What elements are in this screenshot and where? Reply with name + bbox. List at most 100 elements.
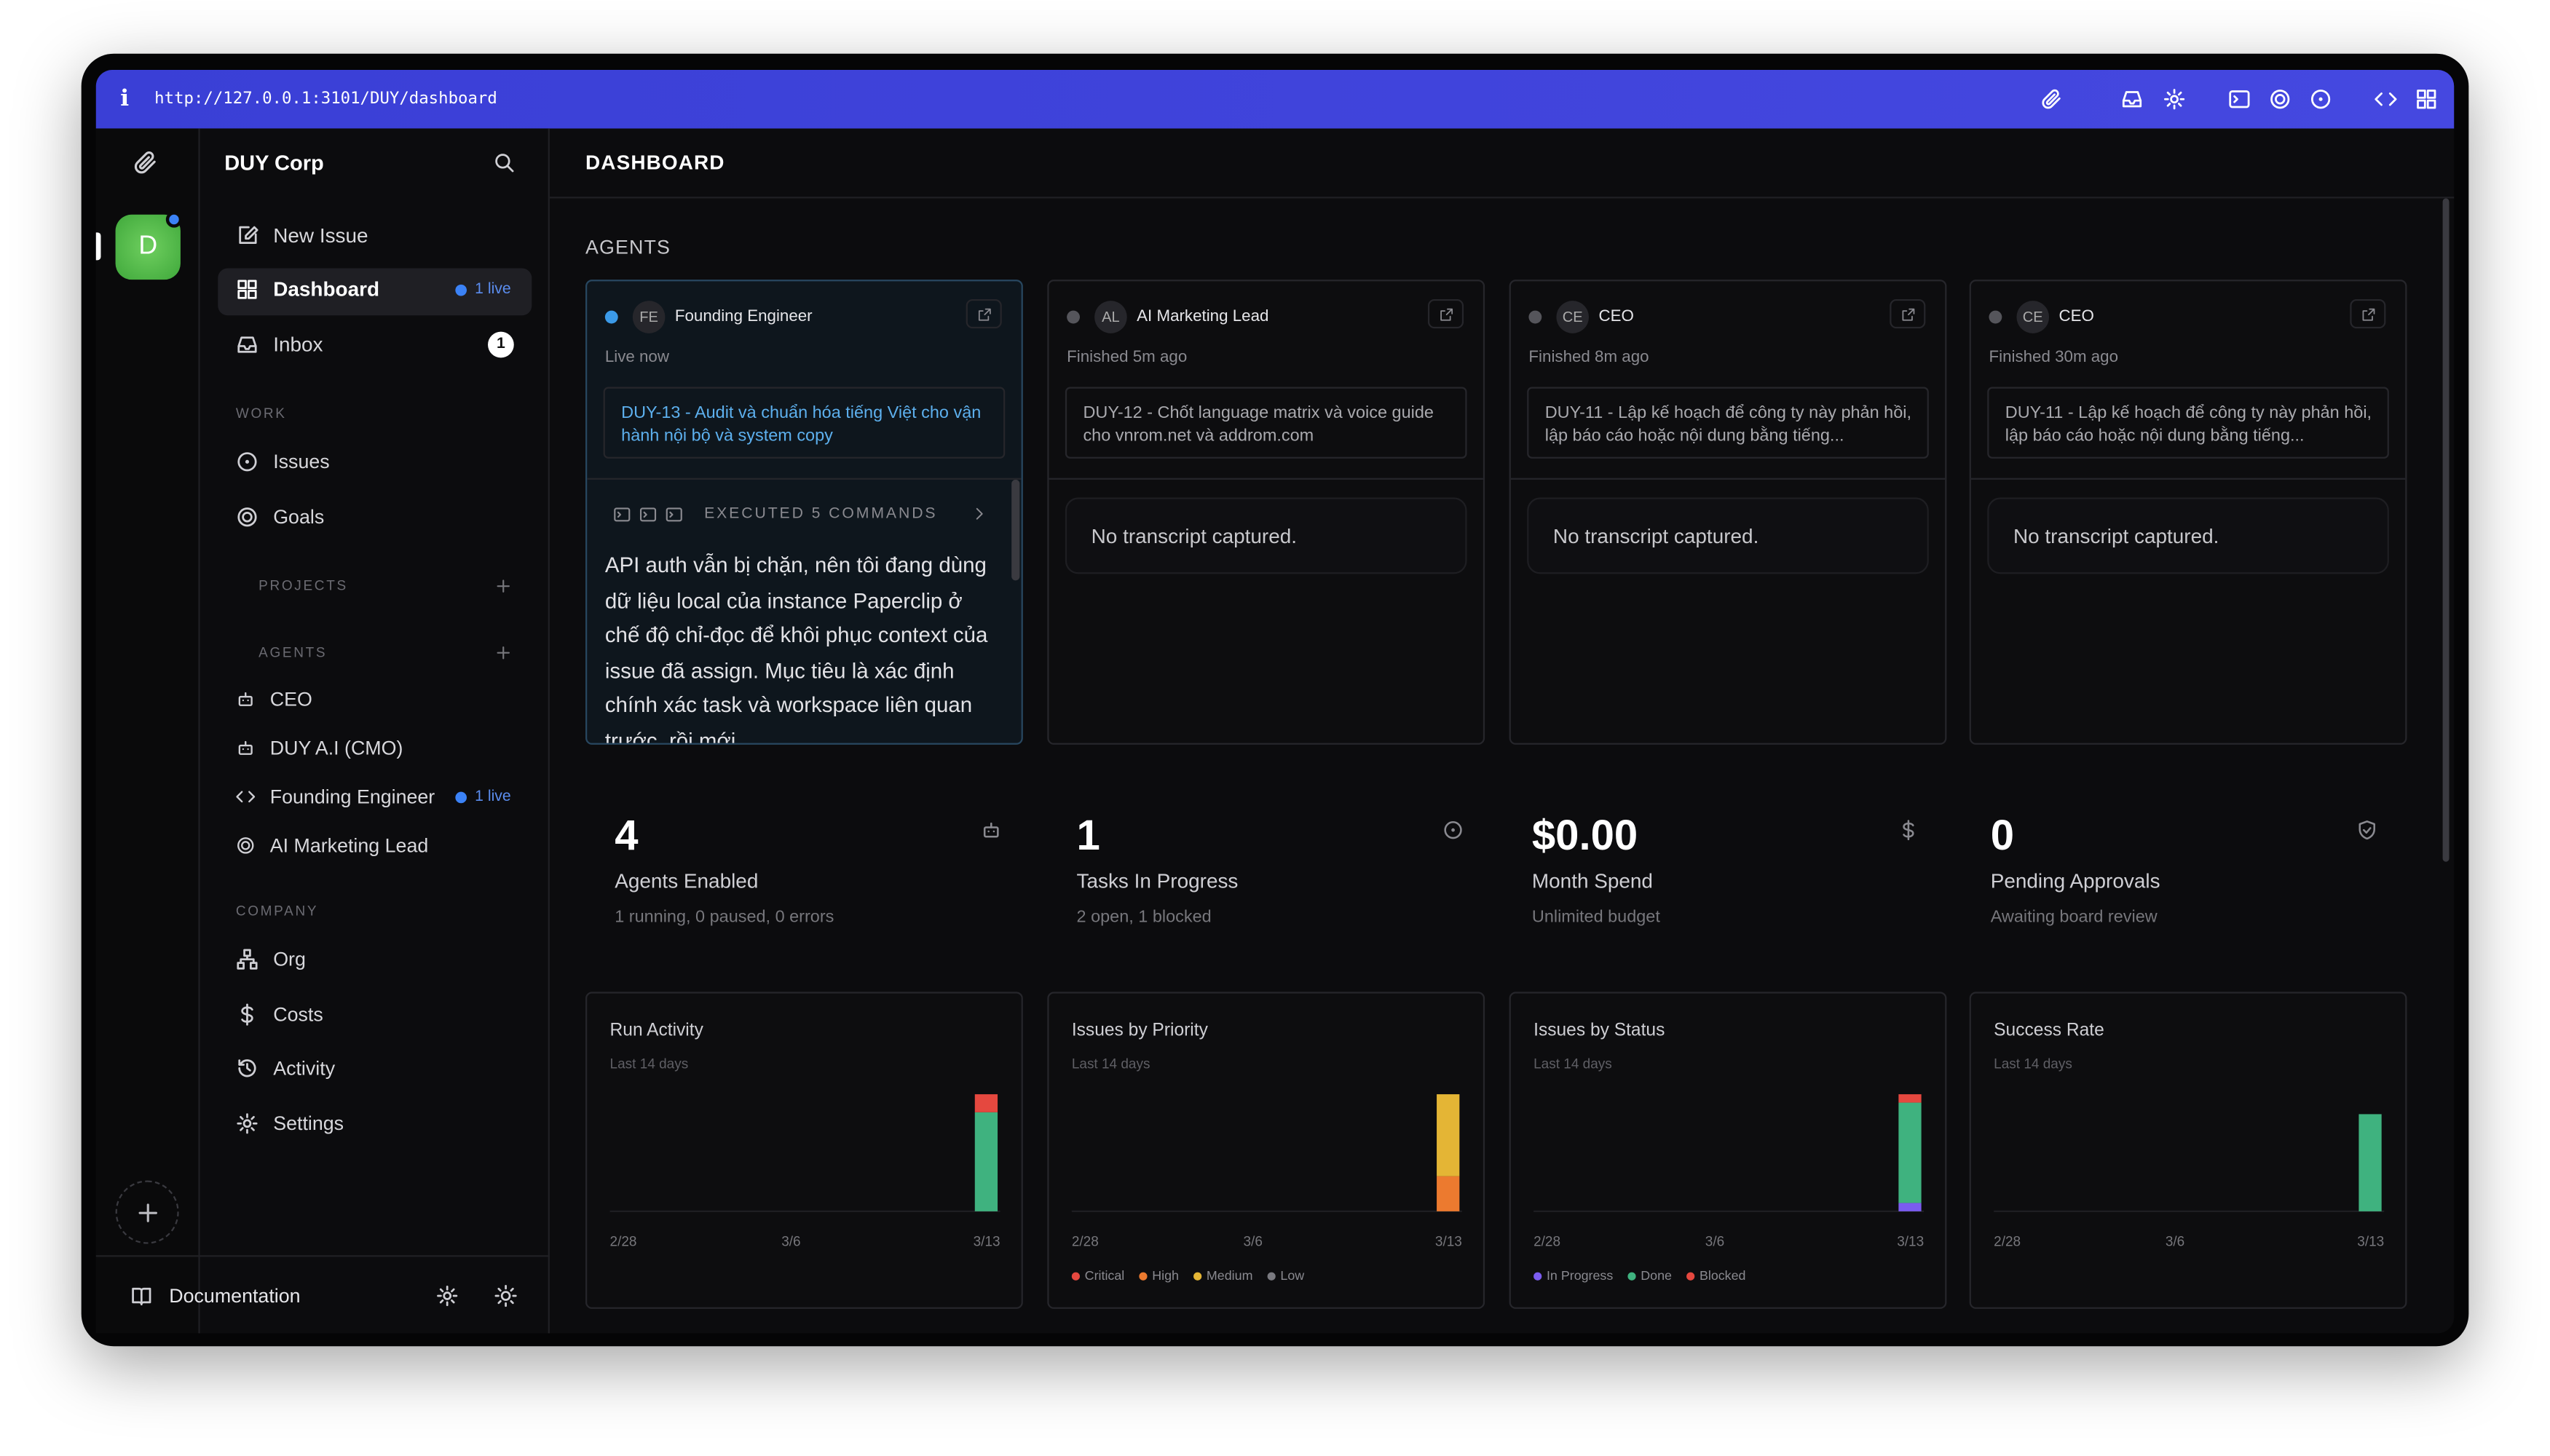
docs-icon[interactable] (130, 1284, 153, 1307)
settings-button-part (437, 1285, 458, 1307)
add-company-icon[interactable] (134, 1199, 160, 1225)
chart-title: Issues by Status (1533, 1021, 1665, 1041)
add-company[interactable] (115, 1180, 179, 1244)
nav-item[interactable]: Issues (273, 450, 330, 473)
open-button[interactable] (2350, 298, 2386, 329)
x-tick-label: 2/28 (1072, 1234, 1099, 1249)
nav-icon-part (237, 280, 247, 289)
legend-swatch (1533, 1272, 1542, 1281)
chart-subtitle: Last 14 days (1071, 1055, 1150, 1072)
agent-card[interactable]: CE CEO Finished 30m ago DUY-11 - Lập kế hoạ… (1969, 280, 2407, 745)
stat-value: $0.00 (1531, 810, 1638, 860)
nav-item[interactable]: Org (273, 948, 306, 971)
chart-card: Issues by Priority Last 14 days 2/28 3/6 3/1… (1047, 992, 1485, 1309)
theme-toggle[interactable] (494, 1284, 517, 1307)
agent-icon[interactable] (236, 787, 256, 807)
agent-link[interactable]: CEO (269, 687, 312, 711)
url[interactable]: http://127.0.0.1:3101/DUY/dashboard (154, 90, 497, 108)
agent-link[interactable]: DUY A.I (CMO) (269, 736, 403, 760)
toolbar-icon[interactable] (2163, 88, 2185, 111)
nav-icon[interactable] (236, 333, 258, 356)
toolbar-icon[interactable] (2228, 88, 2251, 111)
docs-link[interactable]: Documentation (169, 1284, 301, 1307)
agent-status: Finished 30m ago (1989, 349, 2119, 367)
nav-icon[interactable] (236, 1003, 258, 1026)
agent-card[interactable]: FE Founding Engineer Live now DUY-13 - Audi… (585, 280, 1023, 745)
agent-icon-part (237, 837, 254, 854)
info-icon[interactable]: i (120, 86, 130, 113)
toolbar-icon[interactable] (2120, 88, 2143, 111)
nav-item[interactable]: New Issue (273, 224, 368, 248)
task-link[interactable]: DUY-12 - Chốt language matrix và voice g… (1083, 403, 1434, 446)
agent-avatar: FE (632, 301, 666, 333)
open-button[interactable] (966, 298, 1002, 329)
nav-icon[interactable] (236, 451, 258, 473)
nav-item[interactable]: Settings (273, 1112, 344, 1135)
settings-button[interactable] (436, 1284, 459, 1307)
legend-label: Done (1641, 1268, 1672, 1283)
agent-icon[interactable] (236, 738, 256, 758)
toolbar-icon[interactable] (2041, 88, 2064, 111)
docs-icon-part (132, 1287, 151, 1306)
task-box[interactable]: DUY-11 - Lập kế hoạch để công ty này phả… (1527, 387, 1929, 459)
open-icon-part (1901, 307, 1914, 320)
agent-link[interactable]: Founding Engineer (269, 785, 435, 809)
stat-icon-part (982, 826, 998, 837)
open-button[interactable] (1427, 298, 1464, 329)
nav-item[interactable]: Inbox (273, 333, 323, 357)
toolbar-icon[interactable] (2309, 88, 2332, 111)
nav-icon[interactable] (236, 506, 258, 529)
agent-icon[interactable] (236, 836, 256, 855)
open-button[interactable] (1890, 298, 1926, 329)
nav-icon[interactable] (236, 224, 258, 247)
x-tick-label: 3/13 (2357, 1234, 2384, 1249)
toolbar-icon[interactable] (2269, 88, 2292, 111)
task-box[interactable]: DUY-13 - Audit và chuẩn hóa tiếng Việt c… (603, 387, 1006, 459)
search[interactable] (493, 151, 516, 174)
nav-icon-part (237, 345, 257, 350)
nav-icon-part (242, 1119, 252, 1128)
section-title: PROJECTS (258, 577, 348, 594)
task-box[interactable]: DUY-11 - Lập kế hoạch để công ty này phả… (1987, 387, 2389, 459)
task-link[interactable]: DUY-13 - Audit và chuẩn hóa tiếng Việt c… (621, 403, 982, 446)
task-link[interactable]: DUY-11 - Lập kế hoạch để công ty này phả… (2005, 403, 2372, 446)
toolbar-icon[interactable] (2415, 88, 2438, 111)
stat-label: Agents Enabled (615, 869, 759, 893)
bar-segment (1437, 1176, 1460, 1211)
add-agent[interactable] (494, 643, 512, 661)
nav-item[interactable]: Goals (273, 505, 325, 529)
agent-card[interactable]: AL AI Marketing Lead Finished 5m ago DUY-12… (1047, 280, 1485, 745)
agent-card[interactable]: CE CEO Finished 8m ago DUY-11 - Lập kế hoạc… (1509, 280, 1947, 745)
nav-icon[interactable] (236, 278, 258, 301)
legend-swatch (1193, 1272, 1202, 1281)
expand[interactable] (971, 506, 987, 522)
toolbar-icon-part (2229, 90, 2250, 108)
transcript-box: No transcript captured. (1065, 497, 1467, 574)
legend-label: Low (1280, 1268, 1304, 1283)
toolbar-icon[interactable] (2375, 88, 2397, 111)
nav-icon[interactable] (236, 948, 258, 970)
nav-item[interactable]: Dashboard (273, 277, 380, 301)
task-link[interactable]: DUY-11 - Lập kế hoạch để công ty này phả… (1544, 403, 1912, 446)
page-title: DASHBOARD (585, 151, 725, 174)
command-icon-part (668, 510, 673, 517)
open-icon-part (2361, 307, 2375, 320)
nav-icon[interactable] (236, 1112, 258, 1135)
divider (1510, 478, 1946, 480)
chart-subtitle: Last 14 days (1994, 1055, 2072, 1072)
sidebar-footer-divider (95, 1255, 550, 1257)
nav-item[interactable]: Costs (273, 1003, 323, 1026)
nav-icon[interactable] (236, 1057, 258, 1080)
command-icon-part (642, 510, 647, 517)
scrollbar[interactable] (2442, 198, 2450, 862)
nav-item[interactable]: Activity (273, 1056, 336, 1080)
agent-link[interactable]: AI Marketing Lead (269, 834, 429, 858)
agent-icon[interactable] (236, 689, 256, 709)
toolbar-icon-part (2318, 97, 2323, 101)
add-project[interactable] (494, 577, 512, 595)
stat-label: Pending Approvals (1990, 869, 2160, 893)
task-box[interactable]: DUY-12 - Chốt language matrix và voice g… (1065, 387, 1467, 459)
commands-summary[interactable]: EXECUTED 5 COMMANDS (704, 505, 938, 523)
bar-segment (974, 1094, 998, 1112)
